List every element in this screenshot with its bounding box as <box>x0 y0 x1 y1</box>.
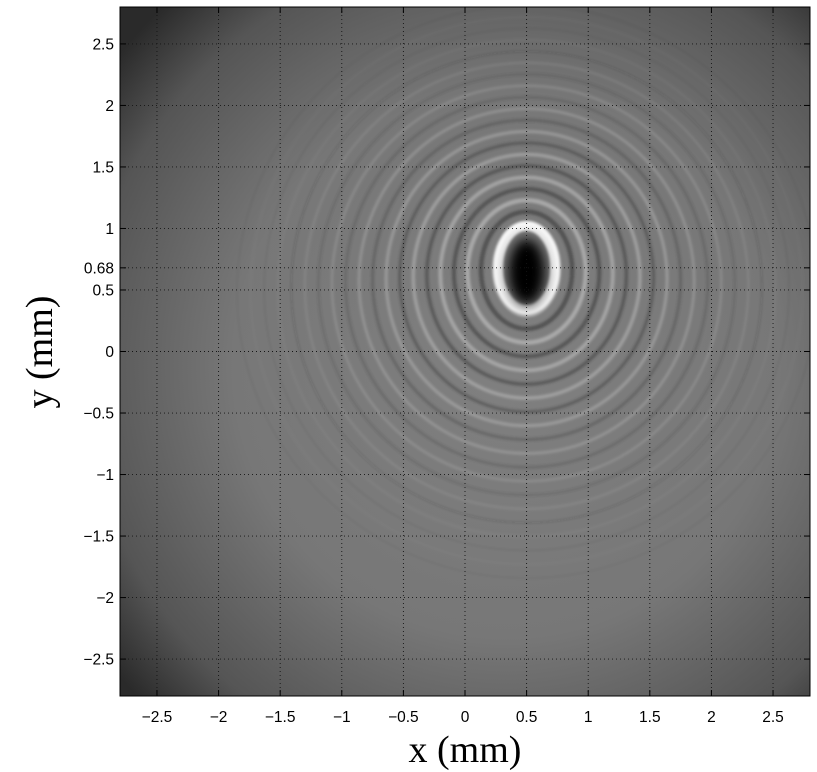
diffraction-ring <box>424 163 629 387</box>
y-tick-label: −1 <box>96 467 114 484</box>
x-tick-label: 1 <box>584 709 593 726</box>
diffraction-ring <box>236 7 810 579</box>
y-tick-label: −2.5 <box>83 652 114 669</box>
y-tick-label: 2.5 <box>92 36 114 53</box>
y-tick-label: 0.5 <box>92 282 114 299</box>
y-tick-label: 1.5 <box>92 159 114 176</box>
diffraction-ring <box>263 27 790 552</box>
y-tick-label: −1.5 <box>83 529 114 546</box>
x-tick-label: −0.5 <box>388 709 419 726</box>
diffraction-ring <box>451 186 602 359</box>
x-axis-title: x (mm) <box>409 729 522 771</box>
y-tick-label: −0.5 <box>83 406 114 423</box>
x-tick-label: −1 <box>333 709 351 726</box>
diffraction-ring <box>250 16 804 565</box>
diffraction-ring <box>303 61 750 510</box>
y-tick-label: 0 <box>105 344 114 361</box>
x-tick-label: 0 <box>461 709 470 726</box>
diffraction-ring <box>330 84 723 483</box>
x-tick-label: 2.5 <box>762 709 784 726</box>
y-axis-ticks: 2.5 2 1.5 1 0.68 0.5 0 −0.5 −1 −1.5 −2 −2.5 <box>83 36 810 669</box>
diffraction-ring <box>465 198 588 345</box>
plot-area <box>120 7 810 696</box>
diffraction-ring <box>438 175 615 373</box>
x-tick-label: 2 <box>707 709 716 726</box>
diffraction-ring <box>411 152 642 400</box>
diffraction-ring <box>357 107 696 455</box>
x-tick-label: −2.5 <box>142 709 173 726</box>
bright-halo <box>493 221 560 315</box>
diffraction-rings <box>236 7 810 579</box>
x-tick-label: −1.5 <box>265 709 296 726</box>
y-tick-label: 1 <box>105 221 114 238</box>
y-tick-label: 2 <box>105 98 114 115</box>
y-axis-title: y (mm) <box>19 296 61 409</box>
x-tick-label: −2 <box>210 709 228 726</box>
x-tick-label: 0.5 <box>516 709 538 726</box>
y-tick-label: 0.68 <box>84 260 114 277</box>
grid-lines <box>120 7 810 696</box>
y-tick-label: −2 <box>96 590 114 607</box>
x-tick-label: 1.5 <box>639 709 661 726</box>
x-axis-ticks: −2.5 −2 −1.5 −1 −0.5 0 0.5 1 1.5 2 2.5 <box>142 7 784 726</box>
